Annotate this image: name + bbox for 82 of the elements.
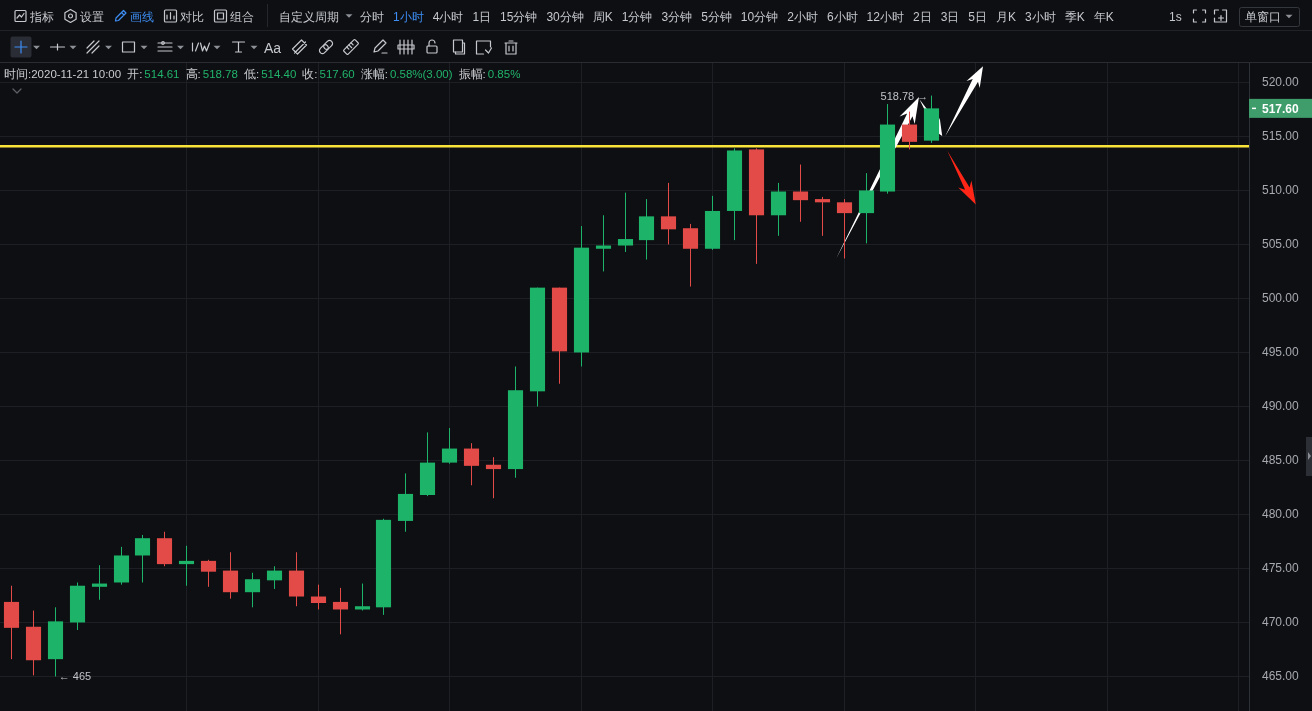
text: 单窗口	[1245, 10, 1281, 24]
text: Aa	[264, 39, 282, 56]
candlestick	[485, 456, 502, 499]
candlestick	[682, 223, 699, 288]
y-tick-label: 520.00	[1262, 75, 1300, 90]
text: 自定义周期	[279, 9, 339, 24]
text: 季K	[1064, 9, 1085, 24]
candlestick	[638, 198, 655, 261]
text: 2日	[912, 9, 932, 24]
text: 15分钟	[500, 9, 538, 24]
candlestick	[134, 534, 151, 583]
y-tick-label: 465.00	[1262, 669, 1300, 684]
text: 3分钟	[661, 9, 693, 24]
candlestick	[617, 192, 634, 253]
candlestick	[441, 427, 458, 465]
candlestick	[354, 583, 371, 612]
y-tick-label: 510.00	[1262, 183, 1300, 198]
annotation: 514.61	[144, 68, 180, 80]
text: 分时	[360, 9, 384, 24]
text: 517.60	[1262, 101, 1300, 116]
annotation: 时间:2020-11-21 10:00	[4, 68, 122, 80]
candlestick	[595, 214, 612, 272]
candlestick	[814, 196, 831, 237]
candlestick	[266, 565, 283, 590]
candlestick	[91, 564, 108, 601]
annotation: 0.58%(3.00)	[389, 68, 453, 80]
candlestick	[222, 551, 239, 600]
candlestick	[660, 182, 677, 245]
candlestick	[901, 111, 918, 150]
text: 周K	[592, 9, 613, 24]
text: 1分钟	[621, 9, 653, 24]
text: 5分钟	[701, 9, 732, 24]
annotation: 518.78 →	[880, 89, 929, 102]
y-tick-label: 505.00	[1262, 237, 1300, 252]
annotation: 收:	[302, 68, 318, 80]
annotation: 0.85%	[487, 68, 521, 80]
text: 年K	[1093, 9, 1114, 24]
candlestick	[792, 164, 809, 223]
text: 对比	[180, 9, 204, 24]
candlestick	[463, 442, 480, 486]
text: 画线	[130, 9, 154, 24]
annotation: 517.60	[319, 68, 355, 80]
candlestick	[310, 584, 327, 610]
annotation: 高:	[185, 67, 201, 80]
candlestick	[836, 198, 853, 259]
text: 10分钟	[740, 9, 779, 24]
annotation: ← 465	[58, 670, 92, 683]
y-tick-label: 500.00	[1262, 291, 1300, 306]
y-tick-label: 475.00	[1262, 561, 1300, 576]
candlestick	[200, 559, 217, 588]
y-tick-label: 495.00	[1262, 345, 1300, 360]
annotation: 518.78	[202, 68, 238, 80]
candlestick	[244, 572, 261, 608]
y-tick-label: 480.00	[1262, 507, 1300, 522]
text: 4小时	[432, 9, 464, 24]
text: 组合	[230, 9, 254, 24]
y-tick-label: 515.00	[1262, 129, 1300, 144]
text: 5日	[968, 9, 988, 24]
candlestick	[770, 182, 787, 237]
text: 指标	[29, 9, 54, 24]
text: 1日	[472, 9, 492, 24]
y-tick-label: 490.00	[1262, 399, 1300, 414]
candlestick	[858, 172, 875, 244]
candlestick	[332, 587, 349, 635]
text: 12小时	[866, 9, 904, 24]
candlestick	[178, 545, 195, 587]
text: 3小时	[1025, 9, 1056, 24]
text: 1小时	[393, 9, 424, 24]
y-tick-label: 470.00	[1262, 615, 1300, 630]
annotation: 振幅:	[458, 68, 486, 80]
text: 设置	[80, 9, 104, 24]
text: 2小时	[787, 9, 818, 24]
text: 30分钟	[546, 9, 584, 24]
text: 1s	[1169, 9, 1182, 24]
annotation: 开:	[127, 68, 143, 80]
text: 3日	[940, 9, 960, 24]
annotation: 低:	[243, 68, 260, 80]
annotation: 514.40	[261, 68, 297, 80]
text: 6小时	[826, 9, 858, 24]
text: 月K	[996, 9, 1017, 24]
annotation: 涨幅:	[360, 68, 388, 80]
y-tick-label: 485.00	[1262, 453, 1300, 468]
